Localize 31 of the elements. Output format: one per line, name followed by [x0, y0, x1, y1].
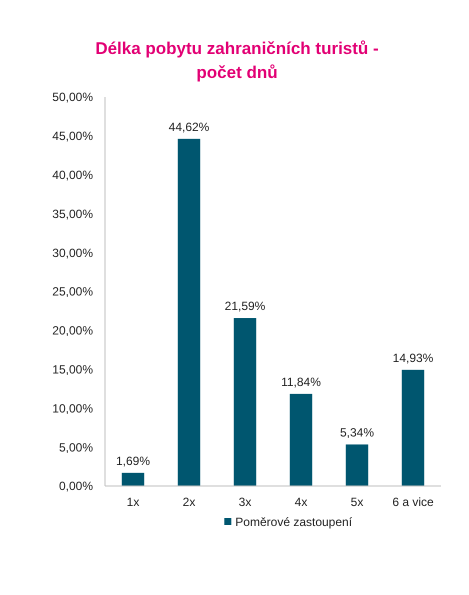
bar	[178, 138, 200, 486]
y-tick-label: 40,00%	[52, 168, 94, 182]
y-tick-label: 20,00%	[52, 324, 94, 338]
data-label: 21,59%	[224, 299, 266, 314]
bar	[346, 444, 368, 486]
x-tick-label: 2x	[182, 495, 196, 509]
data-label: 14,93%	[392, 350, 434, 365]
bar	[290, 394, 312, 486]
y-tick-label: 45,00%	[52, 129, 94, 144]
y-tick-label: 0,00%	[58, 479, 94, 494]
y-tick-label: 10,00%	[52, 401, 94, 416]
y-tick-label: 5,00%	[58, 440, 94, 454]
bar	[234, 318, 256, 486]
x-tick-label: 5x	[350, 495, 364, 509]
data-label: 11,84%	[281, 374, 322, 389]
legend-label: Poměrové zastoupení	[235, 515, 353, 530]
x-tick-label: 1x	[126, 495, 140, 509]
data-label: 5,34%	[340, 425, 374, 440]
chart-title: Délka pobytu zahraničních turistů - počet dnů	[95, 39, 379, 82]
y-tick-label: 25,00%	[52, 284, 94, 299]
y-tick-label: 15,00%	[52, 362, 94, 376]
y-tick-label: 50,00%	[52, 90, 94, 104]
x-tick-label: 6 a vice	[392, 495, 434, 509]
y-tick-label: 30,00%	[52, 246, 94, 260]
x-tick-label: 4x	[294, 495, 308, 509]
data-label: 1,69%	[116, 454, 150, 468]
bar	[402, 370, 424, 486]
x-tick-label: 3x	[238, 495, 252, 509]
y-tick-label: 35,00%	[52, 206, 94, 221]
data-label: 44,62%	[168, 120, 210, 134]
bar	[122, 472, 144, 486]
